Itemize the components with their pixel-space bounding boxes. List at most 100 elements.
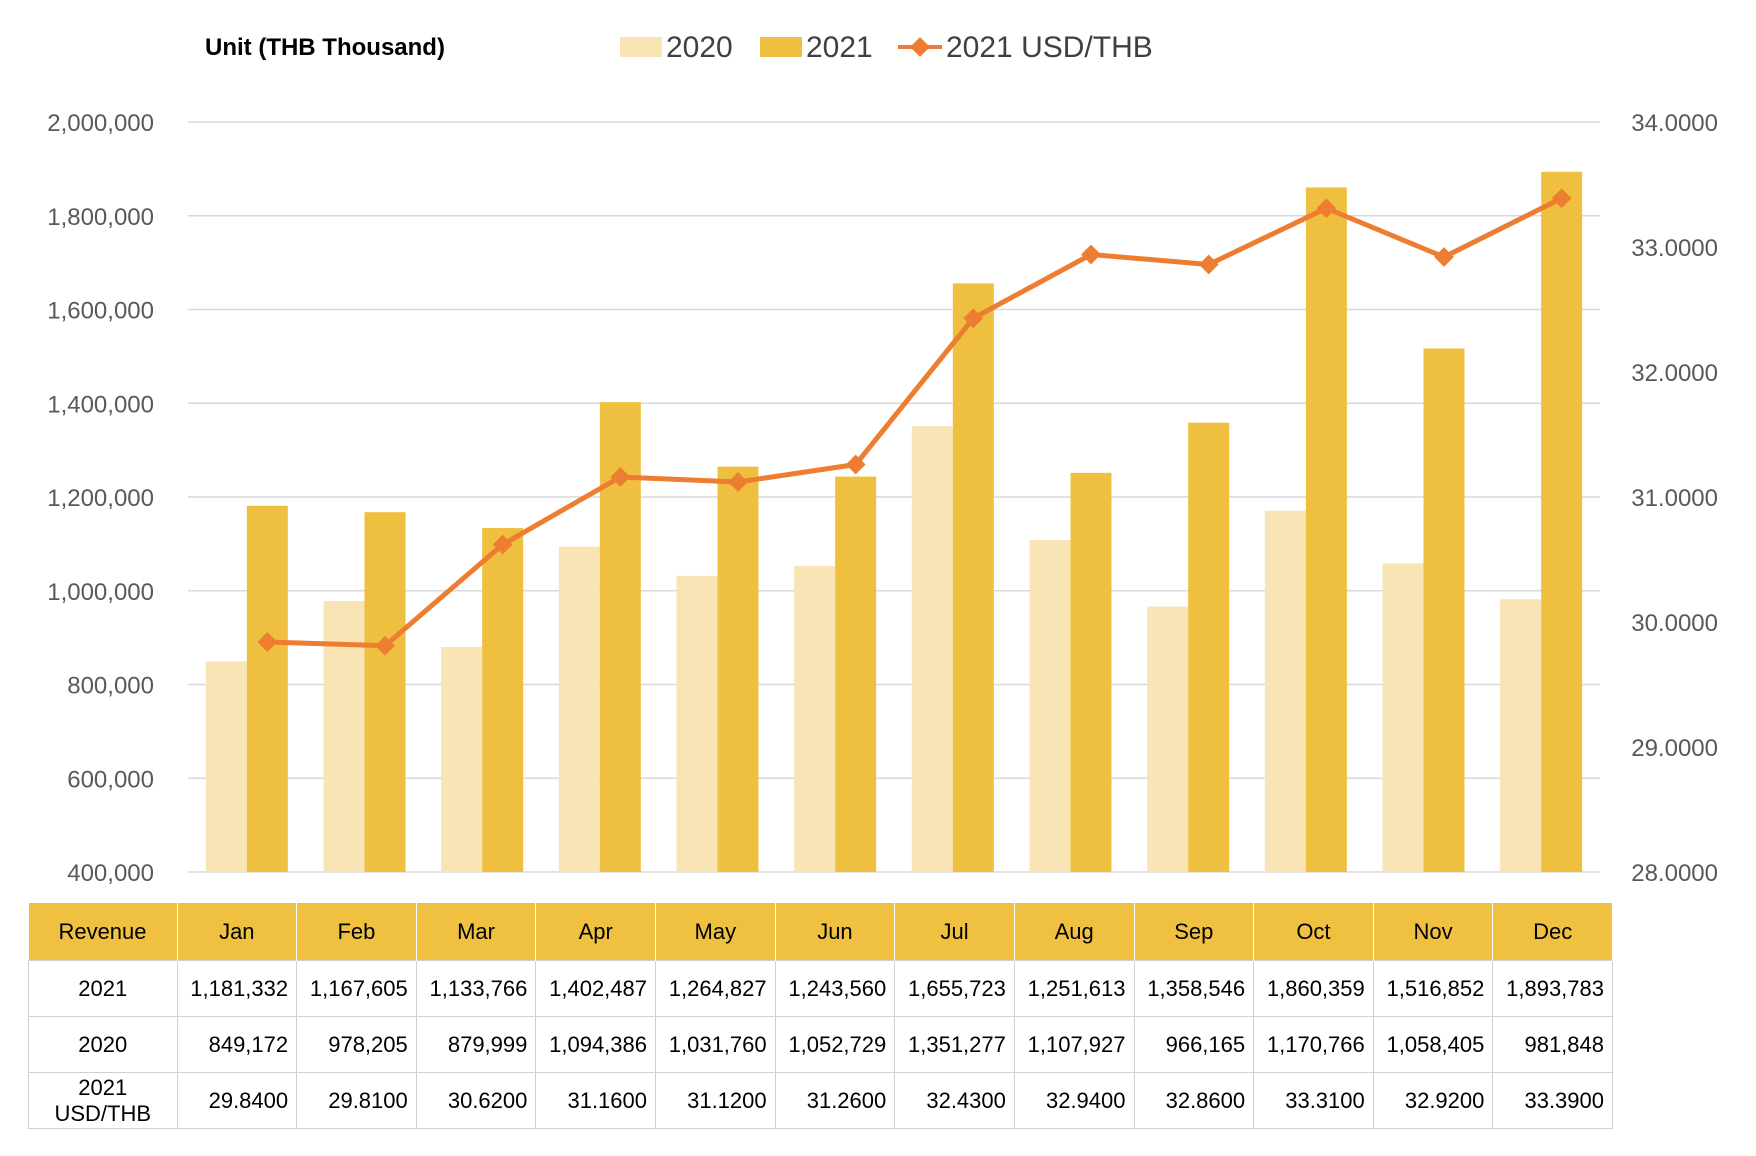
- usd-thb-point: [728, 472, 748, 492]
- bar-2020: [1147, 606, 1189, 872]
- combo-chart: 400,000 600,000 800,000 1,000,000 1,200,000 1…: [47, 31, 1718, 887]
- header-month: Apr: [535, 903, 656, 961]
- y-right-tick-label: 33.0000: [1631, 235, 1718, 262]
- table-cell: 981,848: [1492, 1016, 1613, 1073]
- usd-thb-point: [1198, 254, 1219, 275]
- usd-thb-point: [1316, 198, 1337, 219]
- gridlines: [188, 121, 1600, 873]
- legend-label-2020: 2020: [666, 31, 733, 64]
- bar-2021: [835, 476, 877, 872]
- table-cell: 1,181,332: [176, 960, 298, 1017]
- table-cell: 1,170,766: [1253, 1016, 1374, 1073]
- bar-2020: [1500, 599, 1542, 872]
- y-right-tick-label: 34.0000: [1631, 110, 1718, 137]
- usd-thb-line: [257, 188, 1572, 656]
- bar-2021: [364, 512, 406, 872]
- bar-2021: [1541, 171, 1583, 873]
- table-cell: 1,133,766: [415, 960, 537, 1017]
- bar-2021: [482, 528, 524, 872]
- usd-thb-line-path: [267, 196, 1563, 649]
- table-cell: 1,358,546: [1133, 960, 1255, 1017]
- legend-swatch-2021: [760, 37, 802, 57]
- row-label-line: 2021: [78, 975, 128, 1001]
- y-right-tick-label: 32.0000: [1631, 360, 1718, 387]
- bar-2020: [558, 546, 600, 872]
- header-month: Jan: [177, 903, 298, 961]
- bar-2020: [1264, 510, 1306, 872]
- table-cell: 1,351,277: [894, 1016, 1015, 1073]
- table-cell: 1,243,560: [774, 960, 896, 1017]
- bar-2020: [911, 426, 953, 872]
- usd-thb-point: [492, 534, 513, 555]
- row-label-2021: 2021: [28, 960, 178, 1017]
- table-cell: 30.6200: [415, 1072, 537, 1129]
- table-cell: 849,172: [176, 1016, 298, 1073]
- bar-2020: [441, 647, 483, 872]
- table-cell: 29.8400: [176, 1072, 298, 1129]
- table-cell: 31.1200: [655, 1072, 776, 1129]
- bar-2020: [794, 566, 836, 872]
- table-cell: 1,251,613: [1013, 960, 1135, 1017]
- header-month: Oct: [1253, 903, 1374, 961]
- usd-thb-point: [375, 635, 395, 656]
- table-header-row: Revenue Jan Feb Mar Apr May Jun Jul Aug …: [28, 903, 1613, 961]
- table-cell: 32.8600: [1133, 1072, 1255, 1129]
- bar-2020: [676, 575, 718, 872]
- usd-thb-point: [1434, 247, 1454, 267]
- table-cell: 1,031,760: [655, 1016, 776, 1073]
- y-left-tick-label: 1,000,000: [47, 579, 154, 606]
- table-cell: 31.2600: [774, 1072, 896, 1129]
- table-row: 2021 USD/THB 29.8400 29.8100 30.6200 31.…: [28, 1072, 1613, 1129]
- table-cell: 1,107,927: [1013, 1016, 1135, 1073]
- y-left-tick-label: 1,400,000: [47, 391, 154, 418]
- y-left-tick-label: 1,200,000: [47, 485, 154, 512]
- table-cell: 966,165: [1133, 1016, 1255, 1073]
- header-month: Jun: [775, 903, 896, 961]
- header-month: Mar: [416, 903, 537, 961]
- table-cell: 32.9400: [1013, 1072, 1135, 1129]
- bar-2020: [1382, 563, 1424, 872]
- bar-2021: [1070, 472, 1112, 872]
- usd-thb-point: [963, 308, 984, 329]
- y-left-tick-label: 800,000: [67, 673, 154, 700]
- table-row: 2021 1,181,332 1,167,605 1,133,766 1,402…: [28, 960, 1613, 1017]
- table-cell: 1,402,487: [535, 960, 656, 1017]
- bar-2021: [1305, 187, 1347, 872]
- table-cell: 32.9200: [1372, 1072, 1494, 1129]
- row-label-2020: 2020: [28, 1016, 178, 1073]
- table-cell: 1,516,852: [1372, 960, 1494, 1017]
- table-cell: 1,655,723: [894, 960, 1015, 1017]
- header-month: Dec: [1492, 903, 1613, 961]
- table-cell: 1,167,605: [296, 960, 417, 1017]
- data-table: Revenue Jan Feb Mar Apr May Jun Jul Aug …: [28, 903, 1613, 1129]
- table-cell: 978,205: [296, 1016, 417, 1073]
- table-cell: 1,264,827: [655, 960, 776, 1017]
- table-cell: 33.3100: [1253, 1072, 1374, 1129]
- y-left-tick-label: 1,600,000: [47, 298, 154, 325]
- table-cell: 1,058,405: [1372, 1016, 1494, 1073]
- y-left-tick-label: 600,000: [67, 766, 154, 793]
- legend-marker-usd-thb: [910, 37, 930, 57]
- y-left-tick-label: 2,000,000: [47, 110, 154, 137]
- bar-2021: [1188, 422, 1230, 872]
- header-month: Nov: [1373, 903, 1494, 961]
- row-label-usd-thb: 2021 USD/THB: [28, 1072, 178, 1129]
- y-right-tick-label: 28.0000: [1631, 860, 1718, 887]
- header-revenue: Revenue: [28, 903, 178, 961]
- usd-thb-point: [1551, 188, 1572, 209]
- table-row: 2020 849,172 978,205 879,999 1,094,386 1…: [28, 1016, 1613, 1073]
- bars: [205, 171, 1583, 873]
- table-cell: 1,052,729: [774, 1016, 896, 1073]
- legend-swatch-2020: [620, 37, 662, 57]
- table-cell: 879,999: [415, 1016, 537, 1073]
- header-month: May: [655, 903, 776, 961]
- usd-thb-point: [845, 454, 866, 475]
- y-right-tick-label: 30.0000: [1631, 610, 1718, 637]
- table-cell: 1,893,783: [1492, 960, 1613, 1017]
- header-month: Jul: [894, 903, 1015, 961]
- bar-2021: [246, 505, 288, 872]
- bar-2020: [205, 661, 247, 872]
- table-cell: 32.4300: [894, 1072, 1015, 1129]
- table-cell: 29.8100: [296, 1072, 417, 1129]
- usd-thb-point: [610, 467, 631, 487]
